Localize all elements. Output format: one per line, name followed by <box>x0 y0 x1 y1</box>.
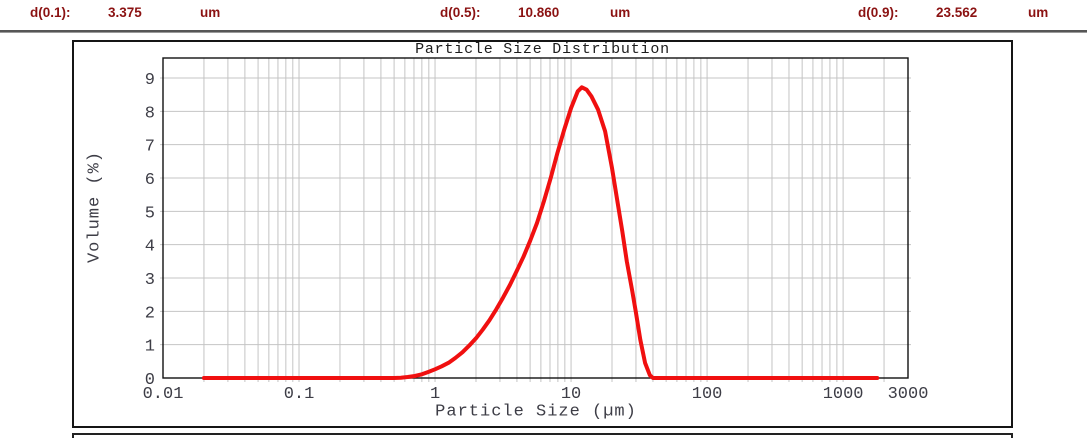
x-axis-label: Particle Size (µm) <box>435 402 637 422</box>
plot-border <box>162 57 909 379</box>
y-tick-label: 2 <box>145 304 155 323</box>
distribution-curve <box>201 85 880 380</box>
stat-unit: um <box>200 5 221 20</box>
particle-size-distribution-plot: 0.01 0.1 1 10 100 1000 3000 0 1 2 3 4 5 6 7 8 9 <box>72 40 1013 428</box>
next-section-border <box>72 433 1013 435</box>
stat-label: d(0.5): <box>440 5 481 20</box>
stat-label: d(0.9): <box>858 5 899 20</box>
x-tick-label: 3000 <box>888 385 929 404</box>
stat-unit: um <box>1028 5 1049 20</box>
x-tick-label: 100 <box>692 385 723 404</box>
y-tick-label: 8 <box>145 104 155 123</box>
stat-value: 23.562 <box>936 5 978 20</box>
x-tick-label: 1 <box>430 385 440 404</box>
y-tick-label: 9 <box>145 71 155 90</box>
stat-unit: um <box>610 5 631 20</box>
x-tick-label: 10 <box>561 385 581 404</box>
x-tick-label: 0.1 <box>284 385 315 404</box>
stat-value: 3.375 <box>108 5 142 20</box>
header-divider <box>0 30 1087 33</box>
next-section-border-left <box>72 433 74 438</box>
x-tick-label: 0.01 <box>143 385 184 404</box>
y-tick-label: 1 <box>145 338 155 357</box>
y-tick-label: 5 <box>145 204 155 223</box>
stat-label: d(0.1): <box>30 5 71 20</box>
stat-value: 10.860 <box>518 5 560 20</box>
y-tick-label: 4 <box>145 238 155 257</box>
chart-title: Particle Size Distribution <box>415 41 670 58</box>
y-tick-label: 3 <box>145 271 155 290</box>
next-section-border-right <box>1011 433 1013 438</box>
chart-outer-frame <box>72 40 1013 428</box>
y-axis-label: Volume (%) <box>85 150 105 264</box>
x-tick-label: 1000 <box>823 385 864 404</box>
y-tick-label: 7 <box>145 138 155 157</box>
y-tick-label: 0 <box>145 371 155 390</box>
y-tick-label: 6 <box>145 171 155 190</box>
